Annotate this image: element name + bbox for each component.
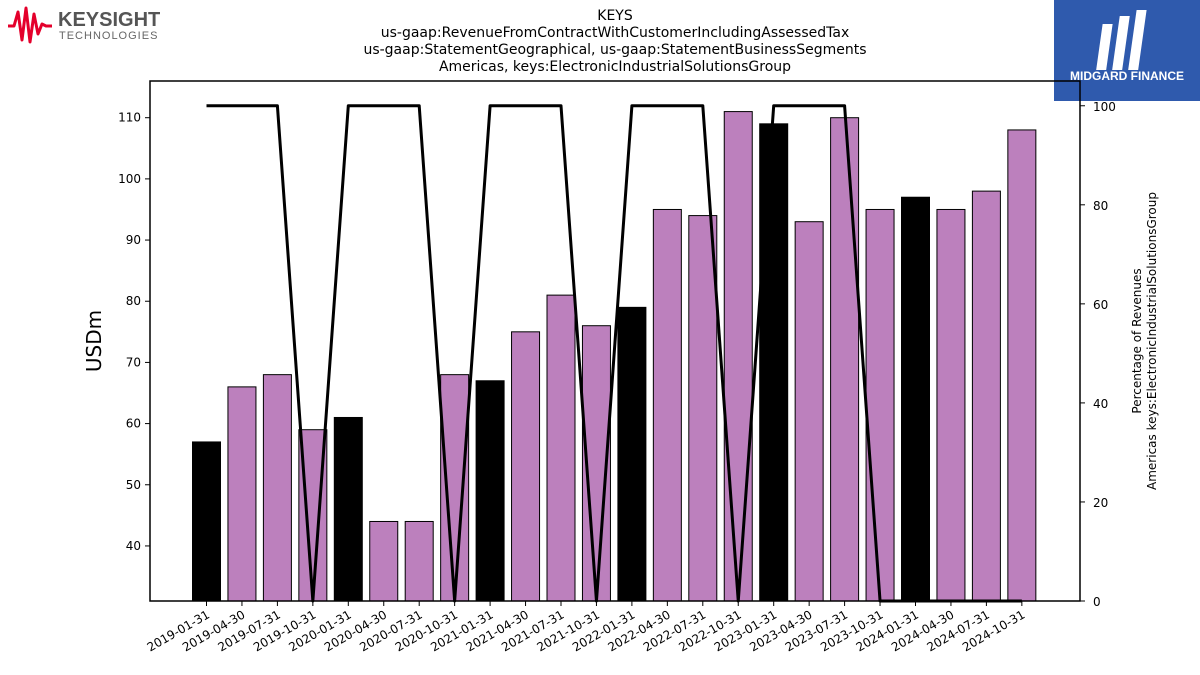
bar	[404, 520, 434, 602]
y-tick-label: 70	[126, 355, 141, 369]
bar	[794, 221, 824, 602]
chart-title-line: us-gaap:StatementGeographical, us-gaap:S…	[363, 42, 866, 58]
y-tick-label: 40	[126, 539, 141, 553]
y-tick-label: 100	[118, 172, 141, 186]
keysight-wave-icon	[8, 6, 52, 44]
chart-title-line: us-gaap:RevenueFromContractWithCustomerI…	[381, 25, 850, 41]
chart-title-line: Americas, keys:ElectronicIndustrialSolut…	[439, 59, 791, 75]
y2-tick-label: 40	[1093, 397, 1108, 411]
y-axis-label: USDm	[82, 310, 106, 372]
bar	[440, 374, 470, 602]
bar	[1007, 129, 1037, 602]
bar	[652, 208, 682, 602]
y2-tick-label: 80	[1093, 199, 1108, 213]
bar	[511, 331, 541, 602]
bar	[936, 208, 966, 602]
y-tick-label: 60	[126, 417, 141, 431]
plot-frame	[149, 80, 1081, 602]
bar	[865, 208, 895, 602]
midgard-emblem-icon: MIDGARD FINANCE	[1070, 10, 1184, 83]
y2-tick-label: 0	[1093, 595, 1101, 609]
chart-title-line: KEYS	[597, 8, 633, 24]
bar	[617, 306, 647, 602]
bar	[262, 374, 292, 602]
y-tick-label: 110	[118, 111, 141, 125]
y-tick-label: 80	[126, 294, 141, 308]
bar	[546, 294, 576, 602]
y2-tick-label: 20	[1093, 496, 1108, 510]
bar	[333, 416, 363, 602]
bar	[688, 215, 718, 602]
bar	[759, 123, 789, 602]
keysight-logo-name: KEYSIGHT	[58, 9, 160, 31]
y-tick-label: 50	[126, 478, 141, 492]
keysight-logo-sub: TECHNOLOGIES	[59, 30, 158, 42]
bar	[901, 196, 930, 602]
bar	[369, 520, 399, 602]
y2-axis-label: Americas keys:ElectronicIndustrialSoluti…	[1145, 192, 1159, 490]
bar	[475, 380, 505, 602]
y2-tick-label: 100	[1093, 100, 1116, 114]
bar	[830, 117, 860, 602]
bar	[192, 441, 221, 602]
y2-tick-label: 60	[1093, 298, 1108, 312]
percentage-line-series	[206, 104, 1022, 603]
bar	[723, 111, 753, 602]
midgard-logo-name: MIDGARD FINANCE	[1070, 69, 1184, 83]
keysight-logo: KEYSIGHT TECHNOLOGIES	[8, 6, 160, 44]
y-tick-label: 90	[126, 233, 141, 247]
bar	[227, 386, 257, 602]
y2-axis-label: Percentage of Revenues	[1130, 268, 1144, 413]
midgard-finance-logo: MIDGARD FINANCE	[1054, 0, 1200, 101]
percentage-line	[206, 104, 1022, 603]
bar	[971, 190, 1001, 602]
chart-title: KEYSus-gaap:RevenueFromContractWithCusto…	[363, 8, 866, 75]
